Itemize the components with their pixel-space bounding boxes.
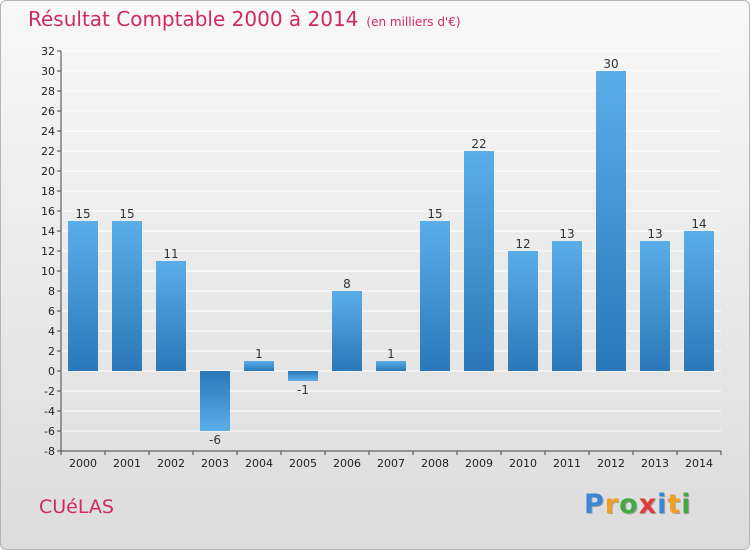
y-tick-label: -8 <box>44 445 55 458</box>
x-tick-label: 2003 <box>201 457 229 470</box>
data-label: -1 <box>297 383 309 397</box>
data-labels: 15 15 11 -6 1 -1 8 1 15 22 12 13 30 13 14 <box>75 57 706 447</box>
y-tick-label: 6 <box>48 305 55 318</box>
logo-letter: i <box>681 489 692 520</box>
bar <box>420 221 450 371</box>
chart-title-area: Résultat Comptable 2000 à 2014 (en millie… <box>28 7 461 31</box>
y-tick-label: 24 <box>41 125 55 138</box>
y-tick-label: 32 <box>41 45 55 58</box>
x-tick-label: 2000 <box>69 457 97 470</box>
bar <box>376 361 406 371</box>
bar <box>332 291 362 371</box>
logo-letter: P <box>584 489 605 520</box>
y-tick-label: 2 <box>48 345 55 358</box>
bar <box>156 261 186 371</box>
logo-letter: x <box>638 489 658 520</box>
proxiti-logo[interactable]: Proxiti <box>584 489 692 520</box>
data-label: 15 <box>119 207 134 221</box>
data-label: 13 <box>559 227 574 241</box>
data-label: 15 <box>427 207 442 221</box>
data-label: 8 <box>343 277 351 291</box>
x-tick-label: 2002 <box>157 457 185 470</box>
y-tick-label: 16 <box>41 205 55 218</box>
y-tick-label: 4 <box>48 325 55 338</box>
data-label: 13 <box>647 227 662 241</box>
chart-title: Résultat Comptable 2000 à 2014 <box>28 7 359 31</box>
data-label: 1 <box>387 347 395 361</box>
data-label: 15 <box>75 207 90 221</box>
y-tick-label: 14 <box>41 225 55 238</box>
data-label: 14 <box>691 217 706 231</box>
logo-letter: t <box>667 489 682 520</box>
bar <box>200 371 230 431</box>
data-label: 11 <box>163 247 178 261</box>
data-label: 1 <box>255 347 263 361</box>
x-tick-label: 2010 <box>509 457 537 470</box>
x-tick-label: 2004 <box>245 457 273 470</box>
data-label: -6 <box>209 433 221 447</box>
y-tick-label: 22 <box>41 145 55 158</box>
logo-letter: r <box>604 489 620 520</box>
y-tick-label: 0 <box>48 365 55 378</box>
x-tick-label: 2011 <box>553 457 581 470</box>
y-tick-label: 18 <box>41 185 55 198</box>
y-tick-label: 30 <box>41 65 55 78</box>
x-tick-label: 2009 <box>465 457 493 470</box>
bar <box>464 151 494 371</box>
y-tick-label: 26 <box>41 105 55 118</box>
x-tick-label: 2014 <box>685 457 713 470</box>
bar <box>596 71 626 371</box>
y-tick-label: -4 <box>44 405 55 418</box>
bar <box>112 221 142 371</box>
x-tick-label: 2005 <box>289 457 317 470</box>
x-tick-label: 2013 <box>641 457 669 470</box>
y-tick-label: -2 <box>44 385 55 398</box>
x-tick-labels: 2000 2001 2002 2003 2004 2005 2006 2007 2008 2009… <box>69 457 713 470</box>
commune-name: CUéLAS <box>39 496 114 518</box>
x-tick-label: 2006 <box>333 457 361 470</box>
data-label: 22 <box>471 137 486 151</box>
logo-letter: o <box>619 489 639 520</box>
y-tick-label: 12 <box>41 245 55 258</box>
y-tick-label: 10 <box>41 265 55 278</box>
bar <box>244 361 274 371</box>
data-label: 12 <box>515 237 530 251</box>
chart-subtitle: (en milliers d'€) <box>366 15 461 29</box>
y-tick-label: 20 <box>41 165 55 178</box>
logo-letter: i <box>657 489 668 520</box>
x-tick-label: 2001 <box>113 457 141 470</box>
bar <box>640 241 670 371</box>
data-label: 30 <box>603 57 618 71</box>
bars <box>68 71 714 431</box>
bar <box>684 231 714 371</box>
bar <box>288 371 318 381</box>
x-tick-label: 2007 <box>377 457 405 470</box>
bar <box>552 241 582 371</box>
bar <box>68 221 98 371</box>
x-tick-label: 2012 <box>597 457 625 470</box>
x-tick-label: 2008 <box>421 457 449 470</box>
y-tick-label: -6 <box>44 425 55 438</box>
axes <box>60 51 722 455</box>
y-tick-label: 28 <box>41 85 55 98</box>
y-tick-label: 8 <box>48 285 55 298</box>
bar <box>508 251 538 371</box>
